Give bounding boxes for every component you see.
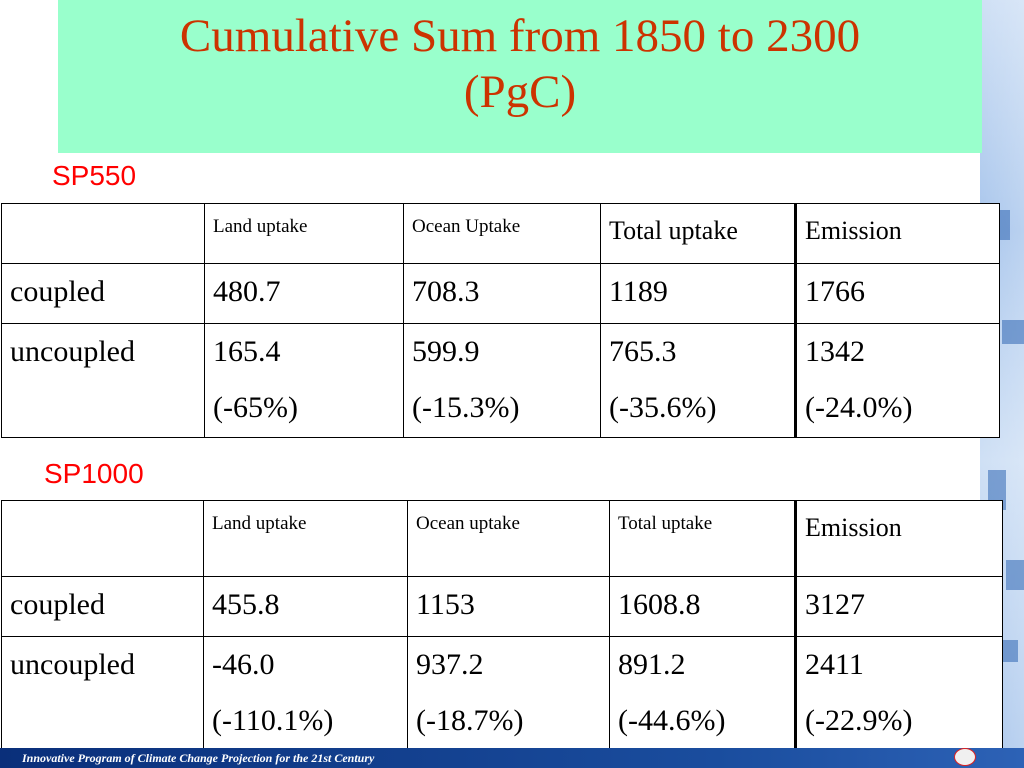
logo-icon xyxy=(954,748,976,766)
cell-emission: 3127 xyxy=(795,576,1003,637)
slide-title: Cumulative Sum from 1850 to 2300 (PgC) xyxy=(58,8,982,120)
row-name-coupled: coupled xyxy=(1,263,205,324)
cell-change: (-24.0%) xyxy=(805,391,913,424)
title-line-2: (PgC) xyxy=(463,66,577,118)
cell-emission: 1342 (-24.0%) xyxy=(795,323,1000,438)
cell-ocean-uptake: 937.2 (-18.7%) xyxy=(407,636,610,750)
cell-land-uptake: 165.4 (-65%) xyxy=(204,323,404,438)
footer-text: Innovative Program of Climate Change Pro… xyxy=(22,751,375,765)
cell-change: (-18.7%) xyxy=(416,704,524,737)
title-line-1: Cumulative Sum from 1850 to 2300 xyxy=(179,10,861,62)
header-emission: Emission xyxy=(795,500,1003,577)
cell-value: 165.4 xyxy=(213,335,281,368)
cell-total-uptake: 1608.8 xyxy=(609,576,797,637)
header-ocean-uptake: Ocean uptake xyxy=(407,500,610,577)
cell-value: 937.2 xyxy=(416,648,484,681)
cell-emission: 2411 (-22.9%) xyxy=(795,636,1003,750)
cell-value: 765.3 xyxy=(609,335,677,368)
title-band xyxy=(58,0,982,153)
sp1000-table: Land uptake Ocean uptake Total uptake Em… xyxy=(1,500,1003,750)
table-row: coupled 455.8 1153 1608.8 3127 xyxy=(1,576,1003,637)
cell-ocean-uptake: 599.9 (-15.3%) xyxy=(403,323,601,438)
cell-change: (-44.6%) xyxy=(618,704,726,737)
table-row: uncoupled -46.0 (-110.1%) 937.2 (-18.7%)… xyxy=(1,636,1003,750)
sp550-label: SP550 xyxy=(52,160,137,191)
cell-ocean-uptake: 1153 xyxy=(407,576,610,637)
cell-change: (-22.9%) xyxy=(805,704,913,737)
row-name-uncoupled: uncoupled xyxy=(1,636,204,750)
cell-total-uptake: 1189 xyxy=(600,263,797,324)
cell-value: -46.0 xyxy=(212,648,275,681)
header-emission: Emission xyxy=(795,203,1000,264)
cell-change: (-65%) xyxy=(213,391,298,424)
table-header-row: Land uptake Ocean Uptake Total uptake Em… xyxy=(1,203,1000,264)
header-land-uptake: Land uptake xyxy=(204,203,404,264)
table-header-row: Land uptake Ocean uptake Total uptake Em… xyxy=(1,500,1003,577)
cell-change: (-35.6%) xyxy=(609,391,717,424)
cell-value: 891.2 xyxy=(618,648,686,681)
cell-value: 1342 xyxy=(805,335,865,368)
cell-value: 2411 xyxy=(805,648,864,681)
cell-value: 599.9 xyxy=(412,335,480,368)
cell-land-uptake: 480.7 xyxy=(204,263,404,324)
header-total-uptake: Total uptake xyxy=(609,500,797,577)
cell-total-uptake: 891.2 (-44.6%) xyxy=(609,636,797,750)
header-total-uptake: Total uptake xyxy=(600,203,797,264)
sp550-table: Land uptake Ocean Uptake Total uptake Em… xyxy=(1,203,1000,438)
row-name-coupled: coupled xyxy=(1,576,204,637)
cell-emission: 1766 xyxy=(795,263,1000,324)
cell-total-uptake: 765.3 (-35.6%) xyxy=(600,323,797,438)
header-ocean-uptake: Ocean Uptake xyxy=(403,203,601,264)
table-row: coupled 480.7 708.3 1189 1766 xyxy=(1,263,1000,324)
header-land-uptake: Land uptake xyxy=(203,500,408,577)
row-name-uncoupled: uncoupled xyxy=(1,323,205,438)
cell-change: (-110.1%) xyxy=(212,704,334,737)
cell-land-uptake: 455.8 xyxy=(203,576,408,637)
footer-bar xyxy=(0,748,1024,768)
header-cell-empty xyxy=(1,203,205,264)
header-cell-empty xyxy=(1,500,204,577)
table-row: uncoupled 165.4 (-65%) 599.9 (-15.3%) 76… xyxy=(1,323,1000,438)
cell-ocean-uptake: 708.3 xyxy=(403,263,601,324)
cell-change: (-15.3%) xyxy=(412,391,520,424)
sp1000-label: SP1000 xyxy=(44,458,144,489)
cell-land-uptake: -46.0 (-110.1%) xyxy=(203,636,408,750)
